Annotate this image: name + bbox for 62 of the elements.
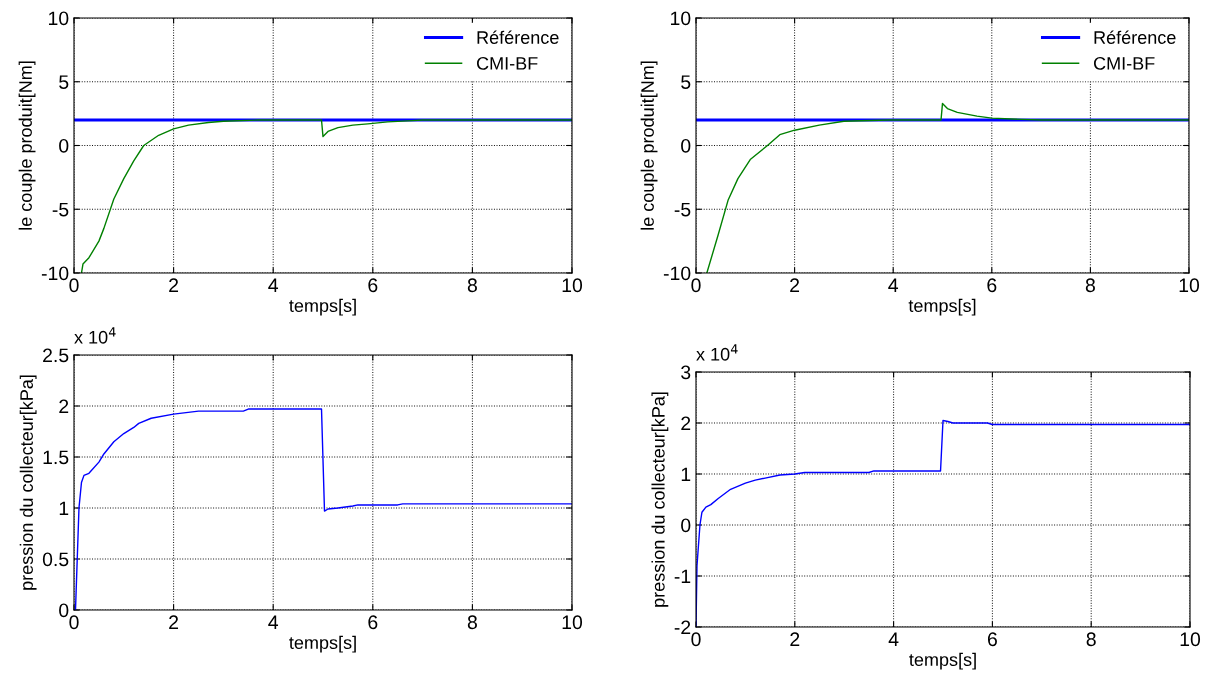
y-tick-label: 5	[59, 75, 69, 89]
legend-label: CMI-BF	[476, 56, 538, 70]
x-tick-label: 4	[268, 278, 279, 292]
y-tick-label: -1	[674, 569, 691, 584]
y-tick-label: 3	[681, 365, 691, 380]
x-axis-title: temps[s]	[289, 635, 356, 653]
y-tick-label: -10	[663, 266, 691, 281]
y-axis-title: pression du collecteur[kPa]	[19, 375, 37, 590]
text: x 10$^{4}$	[696, 344, 738, 361]
y-tick-label: 1	[681, 467, 691, 482]
x-tick-label: 6	[368, 278, 378, 293]
x-tick-label: 0	[69, 615, 79, 630]
y-tick-label: 5	[681, 75, 691, 89]
x-tick-label: 10	[1180, 632, 1201, 647]
y-tick-label: 0	[681, 518, 691, 533]
x-tick-label: 8	[467, 278, 477, 293]
y-tick-label: 0	[681, 138, 691, 153]
y-axis-title: le couple produit[Nm]	[640, 61, 658, 230]
legend-label: CMI-BF	[1093, 56, 1155, 70]
x-axis-title: temps[s]	[908, 298, 976, 316]
text: x 10$^{4}$	[74, 327, 116, 344]
y-tick-label: 2	[681, 416, 691, 431]
y-tick-label: 10	[49, 11, 69, 26]
x-tick-label: 8	[1086, 632, 1096, 647]
x-tick-label: 6	[987, 278, 997, 293]
x-tick-label: 0	[691, 278, 701, 293]
x-tick-label: 10	[1179, 278, 1200, 293]
x-tick-label: 2	[169, 615, 179, 629]
y-tick-label: 1	[59, 501, 69, 516]
x-tick-label: 4	[268, 615, 279, 629]
y-tick-label: 1.5	[43, 450, 69, 465]
x-axis-title: temps[s]	[289, 298, 356, 316]
x-tick-label: 2	[790, 632, 800, 646]
y-tick-label: 0	[59, 603, 69, 618]
line-series	[80, 119, 572, 273]
x-tick-label: 8	[1085, 278, 1095, 293]
y-tick-label: 0	[59, 138, 69, 153]
x-tick-label: 6	[368, 615, 378, 630]
y-tick-label: 2	[59, 399, 69, 414]
y-tick-label: -10	[41, 266, 69, 281]
y-axis-title: pression du collecteur[kPa]	[651, 392, 669, 607]
legend-label: Référence	[1094, 30, 1176, 44]
y-tick-label: 2.5	[43, 348, 69, 363]
legend-label: Référence	[477, 30, 559, 44]
line-series	[706, 102, 1189, 273]
y-tick-label: -5	[674, 202, 691, 217]
x-tick-label: 0	[69, 278, 79, 293]
y-tick-label: 10	[671, 11, 691, 26]
x-tick-label: 10	[562, 615, 583, 630]
y-tick-label: -5	[52, 202, 69, 217]
y-axis-title: le couple produit[Nm]	[18, 61, 36, 230]
x-tick-label: 2	[790, 278, 800, 292]
x-tick-label: 2	[169, 278, 179, 292]
y-tick-label: -2	[674, 620, 691, 635]
x-tick-label: 8	[467, 615, 477, 630]
x-tick-label: 0	[691, 632, 701, 647]
x-tick-label: 4	[888, 632, 899, 646]
x-tick-label: 10	[562, 278, 583, 293]
x-axis-title: temps[s]	[909, 652, 976, 670]
y-tick-label: 0.5	[42, 552, 69, 567]
x-tick-label: 4	[888, 278, 899, 292]
x-tick-label: 6	[987, 632, 997, 647]
